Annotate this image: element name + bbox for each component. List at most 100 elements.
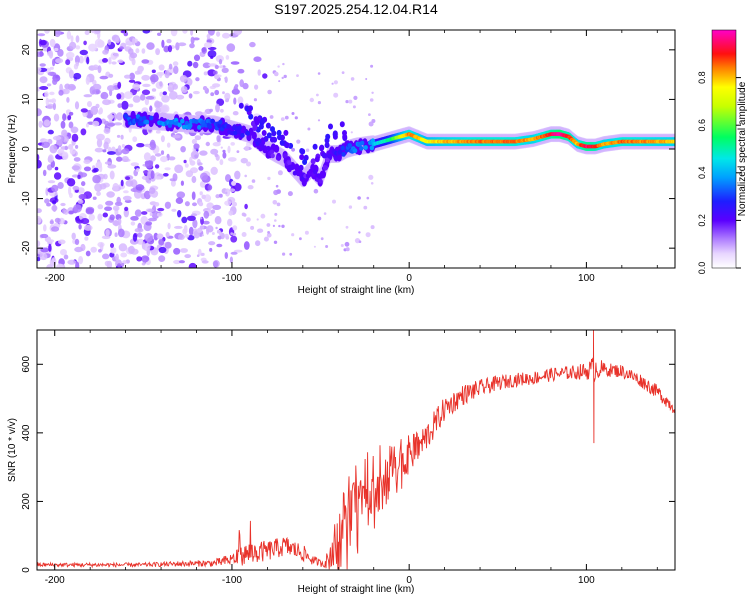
spectrogram-ridge-blob bbox=[319, 145, 324, 152]
spectrogram-noise-blob bbox=[177, 42, 187, 47]
spectrogram-ridge-core bbox=[217, 123, 222, 129]
spectrogram-noise-blob bbox=[164, 201, 171, 209]
spectrogram-noise-blob bbox=[216, 31, 221, 37]
spectrogram-noise-blob bbox=[184, 201, 190, 207]
spectrogram-noise-blob bbox=[193, 54, 201, 62]
spectrogram-noise-blob bbox=[208, 63, 218, 67]
colorbar-tick-label: 0.2 bbox=[697, 214, 707, 227]
spectrogram-noise-blob bbox=[37, 33, 46, 37]
spectrogram-noise-blob bbox=[164, 167, 171, 171]
spectrogram-noise-blob bbox=[97, 204, 104, 210]
spectrogram-noise-blob bbox=[176, 94, 185, 100]
spectrogram-noise-blob bbox=[131, 37, 136, 46]
spectrogram-noise-blob bbox=[47, 71, 57, 76]
spectrogram-noise-blob bbox=[97, 65, 102, 74]
spectrogram-ytick-label: 0 bbox=[21, 146, 32, 152]
spectrogram-noise-blob bbox=[37, 256, 41, 262]
spectrogram-ridge-core bbox=[287, 160, 292, 166]
spectrogram-ridge-blob bbox=[260, 118, 266, 125]
spectrogram-noise-blob bbox=[237, 68, 245, 74]
spectrogram-noise-blob bbox=[120, 179, 124, 187]
spectrogram-noise-dot bbox=[214, 64, 219, 70]
colorbar-ticks: 0.0 0.2 0.4 0.6 0.8 bbox=[697, 71, 741, 274]
spectrogram-noise-blob bbox=[172, 83, 178, 90]
spectrogram-noise-blob bbox=[94, 38, 104, 48]
spectrogram-noise-blob bbox=[117, 228, 125, 238]
spectrogram-noise-blob bbox=[150, 155, 156, 162]
spectrogram-noise-blob bbox=[102, 99, 112, 106]
spectrogram-noise-blob bbox=[184, 254, 191, 259]
snr-axes: -200 -100 0 100 0 200 400 600 bbox=[21, 330, 675, 586]
spectrogram-noise-blob bbox=[180, 86, 188, 93]
spectrogram-noise-dot bbox=[284, 115, 289, 120]
spectrogram-noise-blob bbox=[171, 208, 177, 212]
spectrogram-noise-blob bbox=[160, 150, 165, 155]
spectrogram-ridge-blob bbox=[279, 139, 285, 146]
spectrogram-ridge-core bbox=[270, 153, 275, 159]
spectrogram-noise-blob bbox=[78, 55, 84, 64]
spectrogram-noise-dot bbox=[317, 119, 321, 122]
spectrogram-ridge-blob bbox=[266, 132, 272, 139]
spectrogram-ridge-core bbox=[347, 143, 352, 148]
spectrogram-noise-blob bbox=[110, 247, 117, 254]
spectrogram-noise-dot bbox=[241, 232, 247, 237]
spectrogram-noise-blob bbox=[60, 202, 66, 207]
spectrogram-noise-blob bbox=[228, 210, 234, 216]
spectrogram-noise-dot bbox=[202, 86, 208, 91]
spectrogram-noise-blob bbox=[181, 216, 188, 224]
spectrogram-noise-dot bbox=[276, 189, 281, 195]
spectrogram-xlabel: Height of straight line (km) bbox=[298, 285, 415, 296]
spectrogram-noise-blob bbox=[135, 184, 145, 191]
spectrogram-noise-blob bbox=[227, 145, 231, 154]
spectrogram-noise-blob bbox=[159, 91, 164, 97]
spectrogram-noise-blob bbox=[169, 178, 176, 182]
spectrogram-noise-blob bbox=[192, 219, 198, 229]
spectrogram-xtick-label: 100 bbox=[578, 273, 595, 284]
spectrogram-noise-blob bbox=[96, 138, 103, 148]
spectrogram-noise-blob bbox=[92, 174, 101, 184]
spectrogram-noise-blob bbox=[96, 133, 105, 141]
spectrogram-noise-blob bbox=[200, 252, 205, 256]
spectrogram-ridge-blob bbox=[328, 123, 333, 130]
spectrogram-noise-blob bbox=[203, 42, 212, 49]
spectrogram-noise-blob bbox=[73, 157, 81, 162]
spectrogram-noise-blob bbox=[53, 172, 62, 180]
spectrogram-ridge-blob bbox=[276, 129, 282, 136]
spectrogram-noise-blob bbox=[164, 70, 170, 79]
spectrogram-noise-blob bbox=[53, 30, 61, 38]
spectrogram-ridge-core bbox=[269, 149, 274, 155]
spectrogram-noise-blob bbox=[197, 248, 202, 256]
spectrogram-ridge-blob bbox=[252, 125, 258, 131]
spectrogram-noise-blob bbox=[168, 156, 176, 161]
spectrogram-noise-blob bbox=[74, 238, 80, 245]
snr-frame bbox=[36, 329, 676, 571]
spectrogram-ridge-core bbox=[318, 178, 323, 184]
spectrogram-noise-blob bbox=[151, 69, 156, 74]
spectrogram-noise-blob bbox=[83, 166, 92, 172]
spectrogram-noise-dot bbox=[267, 231, 270, 234]
spectrogram-noise-dot bbox=[216, 229, 221, 234]
spectrogram-ridge bbox=[122, 102, 675, 188]
spectrogram-noise-blob bbox=[51, 184, 59, 193]
spectrogram-noise-dot bbox=[287, 191, 293, 197]
spectrogram-noise-blob bbox=[151, 88, 157, 92]
spectrogram-noise-blob bbox=[83, 159, 91, 165]
spectrogram-noise-dot bbox=[348, 205, 353, 209]
spectrogram-noise-dot bbox=[368, 113, 371, 116]
spectrogram-noise-blob bbox=[87, 101, 92, 108]
spectrogram-noise-blob bbox=[52, 58, 56, 67]
spectrogram-ridge-band bbox=[153, 112, 159, 121]
spectrogram-noise-dot bbox=[332, 199, 336, 204]
spectrogram-noise-blob bbox=[58, 239, 66, 245]
spectrogram-noise-blob bbox=[74, 101, 80, 110]
spectrogram-noise-blob bbox=[66, 97, 70, 103]
spectrogram-noise-blob bbox=[122, 195, 132, 201]
spectrogram-ridge-core bbox=[327, 153, 332, 159]
spectrogram-ridge-blob bbox=[312, 143, 318, 150]
spectrogram-noise-dot bbox=[199, 225, 205, 230]
spectrogram-ridge-core bbox=[289, 165, 294, 171]
spectrogram-noise-blob bbox=[233, 249, 243, 253]
spectrogram-noise-blob bbox=[145, 175, 150, 183]
spectrogram-noise-dot bbox=[282, 62, 285, 66]
colorbar-tick-label: 0.8 bbox=[697, 71, 707, 84]
